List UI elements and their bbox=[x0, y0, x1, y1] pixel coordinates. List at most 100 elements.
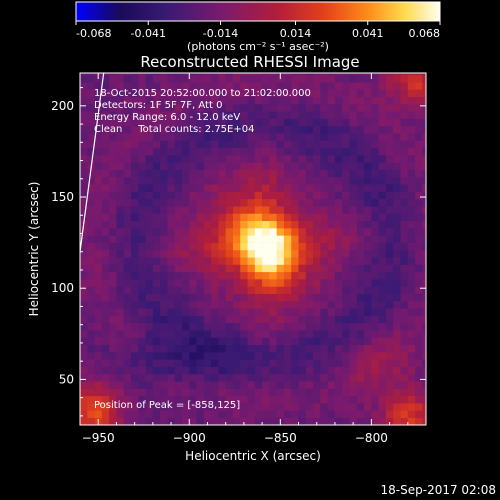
heatmap-cell bbox=[101, 176, 110, 185]
heatmap-cell bbox=[371, 73, 379, 76]
heatmap-cell bbox=[101, 395, 110, 404]
heatmap-cell bbox=[247, 257, 256, 265]
heatmap-cell bbox=[371, 74, 379, 83]
heatmap-cell bbox=[101, 147, 110, 156]
heatmap-cell bbox=[181, 344, 190, 353]
heatmap-cell bbox=[94, 395, 103, 404]
heatmap-cell bbox=[167, 381, 175, 389]
heatmap-cell bbox=[181, 147, 190, 156]
heatmap-cell bbox=[298, 104, 307, 112]
heatmap-cell bbox=[393, 96, 401, 105]
heatmap-cell bbox=[283, 73, 292, 76]
heatmap-cell bbox=[145, 228, 154, 236]
heatmap-cell bbox=[80, 366, 88, 375]
heatmap-cell bbox=[232, 155, 241, 163]
heatmap-cell bbox=[218, 155, 226, 163]
heatmap-cell bbox=[240, 96, 248, 105]
heatmap-cell bbox=[378, 286, 387, 294]
heatmap-cell bbox=[407, 344, 416, 353]
heatmap-cell bbox=[407, 403, 416, 411]
heatmap-cell bbox=[334, 198, 343, 207]
heatmap-cell bbox=[291, 330, 299, 338]
heatmap-cell bbox=[385, 89, 394, 98]
heatmap-cell bbox=[87, 388, 95, 397]
heatmap-cell bbox=[364, 73, 372, 76]
heatmap-cell bbox=[152, 293, 161, 302]
heatmap-cell bbox=[196, 286, 205, 294]
heatmap-cell bbox=[181, 155, 190, 163]
heatmap-cell bbox=[334, 373, 343, 382]
info-line-time-range: 18-Oct-2015 20:52:00.000 to 21:02:00.000 bbox=[94, 88, 311, 99]
heatmap-cell bbox=[320, 220, 328, 229]
heatmap-cell bbox=[80, 257, 88, 265]
heatmap-cell bbox=[174, 89, 183, 98]
heatmap-cell bbox=[130, 337, 139, 346]
heatmap-cell bbox=[276, 388, 285, 397]
heatmap-cell bbox=[342, 286, 350, 294]
heatmap-cell bbox=[342, 337, 350, 346]
heatmap-cell bbox=[254, 395, 263, 404]
heatmap-cell bbox=[232, 140, 241, 149]
heatmap-cell bbox=[116, 264, 125, 273]
heatmap-cell bbox=[269, 286, 277, 294]
heatmap-cell bbox=[181, 118, 190, 127]
heatmap-cell bbox=[393, 125, 401, 134]
heatmap-cell bbox=[422, 344, 426, 353]
heatmap-cell bbox=[203, 373, 212, 382]
heatmap-cell bbox=[298, 395, 307, 404]
heatmap-cell bbox=[196, 242, 205, 251]
heatmap-cell bbox=[276, 206, 285, 214]
heatmap-cell bbox=[167, 74, 175, 83]
heatmap-cell bbox=[189, 213, 197, 222]
heatmap-cell bbox=[334, 89, 343, 98]
heatmap-cell bbox=[385, 191, 394, 200]
heatmap-cell bbox=[152, 162, 161, 170]
heatmap-cell bbox=[247, 373, 256, 382]
heatmap-cell bbox=[371, 235, 379, 243]
heatmap-cell bbox=[298, 403, 307, 411]
heatmap-cell bbox=[211, 89, 219, 98]
heatmap-cell bbox=[152, 300, 161, 309]
heatmap-cell bbox=[240, 184, 248, 192]
heatmap-cell bbox=[181, 293, 190, 302]
heatmap-cell bbox=[334, 249, 343, 258]
heatmap-cell bbox=[327, 82, 336, 90]
heatmap-cell bbox=[415, 300, 423, 309]
heatmap-cell bbox=[364, 118, 372, 127]
heatmap-cell bbox=[145, 264, 154, 273]
heatmap-cell bbox=[160, 191, 168, 200]
heatmap-cell bbox=[240, 111, 248, 119]
heatmap-cell bbox=[232, 403, 241, 411]
heatmap-cell bbox=[160, 388, 168, 397]
heatmap-cell bbox=[254, 176, 263, 185]
heatmap-cell bbox=[334, 366, 343, 375]
heatmap-cell bbox=[283, 213, 292, 222]
heatmap-cell bbox=[371, 242, 379, 251]
heatmap-cell bbox=[109, 206, 117, 214]
heatmap-cell bbox=[385, 403, 394, 411]
heatmap-cell bbox=[145, 147, 154, 156]
heatmap-cell bbox=[283, 162, 292, 170]
heatmap-cell bbox=[211, 74, 219, 83]
heatmap-cell bbox=[393, 410, 401, 419]
heatmap-cell bbox=[218, 330, 226, 338]
heatmap-cell bbox=[407, 264, 416, 273]
heatmap-cell bbox=[181, 381, 190, 389]
heatmap-cell bbox=[327, 315, 336, 324]
heatmap-cell bbox=[80, 352, 88, 360]
heatmap-cell bbox=[211, 169, 219, 178]
heatmap-cell bbox=[371, 403, 379, 411]
x-tick-label: −800 bbox=[355, 431, 388, 445]
heatmap-cell bbox=[371, 395, 379, 404]
heatmap-cell bbox=[152, 118, 161, 127]
heatmap-cell bbox=[211, 228, 219, 236]
heatmap-cell bbox=[203, 220, 212, 229]
heatmap-cell bbox=[342, 111, 350, 119]
heatmap-cell bbox=[145, 73, 154, 76]
heatmap-cell bbox=[305, 286, 314, 294]
heatmap-cell bbox=[196, 235, 205, 243]
heatmap-cell bbox=[109, 337, 117, 346]
heatmap-cell bbox=[415, 147, 423, 156]
heatmap-cell bbox=[378, 89, 387, 98]
heatmap-cell bbox=[109, 395, 117, 404]
